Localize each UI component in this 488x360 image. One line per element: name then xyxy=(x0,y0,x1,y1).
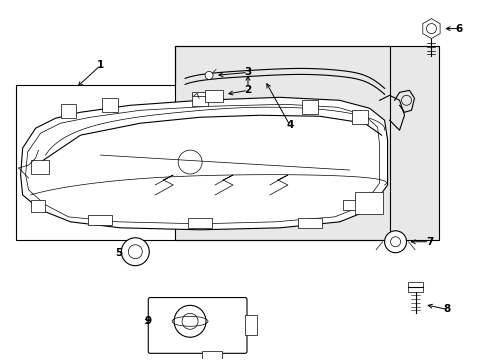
Bar xyxy=(202,351,222,359)
Text: 4: 4 xyxy=(285,120,293,130)
Text: 5: 5 xyxy=(115,248,122,258)
Bar xyxy=(175,45,439,240)
Polygon shape xyxy=(422,19,439,39)
Circle shape xyxy=(121,238,149,266)
Bar xyxy=(244,315,256,335)
Bar xyxy=(351,110,367,124)
Text: 7: 7 xyxy=(425,237,432,247)
Bar xyxy=(407,282,423,292)
Circle shape xyxy=(384,231,406,253)
Bar xyxy=(31,200,44,212)
Text: 2: 2 xyxy=(244,85,251,95)
Text: 8: 8 xyxy=(443,305,450,315)
Bar xyxy=(188,218,212,228)
Bar xyxy=(297,218,321,228)
Bar xyxy=(192,92,208,106)
Bar xyxy=(88,215,112,225)
Polygon shape xyxy=(20,97,387,230)
FancyBboxPatch shape xyxy=(148,298,246,353)
Circle shape xyxy=(204,71,213,80)
Bar xyxy=(102,98,118,112)
Bar xyxy=(354,192,382,214)
Bar xyxy=(61,104,76,118)
Text: 1: 1 xyxy=(97,60,104,71)
Bar xyxy=(204,90,223,102)
Bar xyxy=(342,200,366,210)
Text: 6: 6 xyxy=(455,24,462,33)
Text: 3: 3 xyxy=(244,67,251,77)
Text: 9: 9 xyxy=(144,316,152,327)
Circle shape xyxy=(128,245,142,259)
Bar xyxy=(31,160,48,174)
Bar xyxy=(301,100,317,114)
